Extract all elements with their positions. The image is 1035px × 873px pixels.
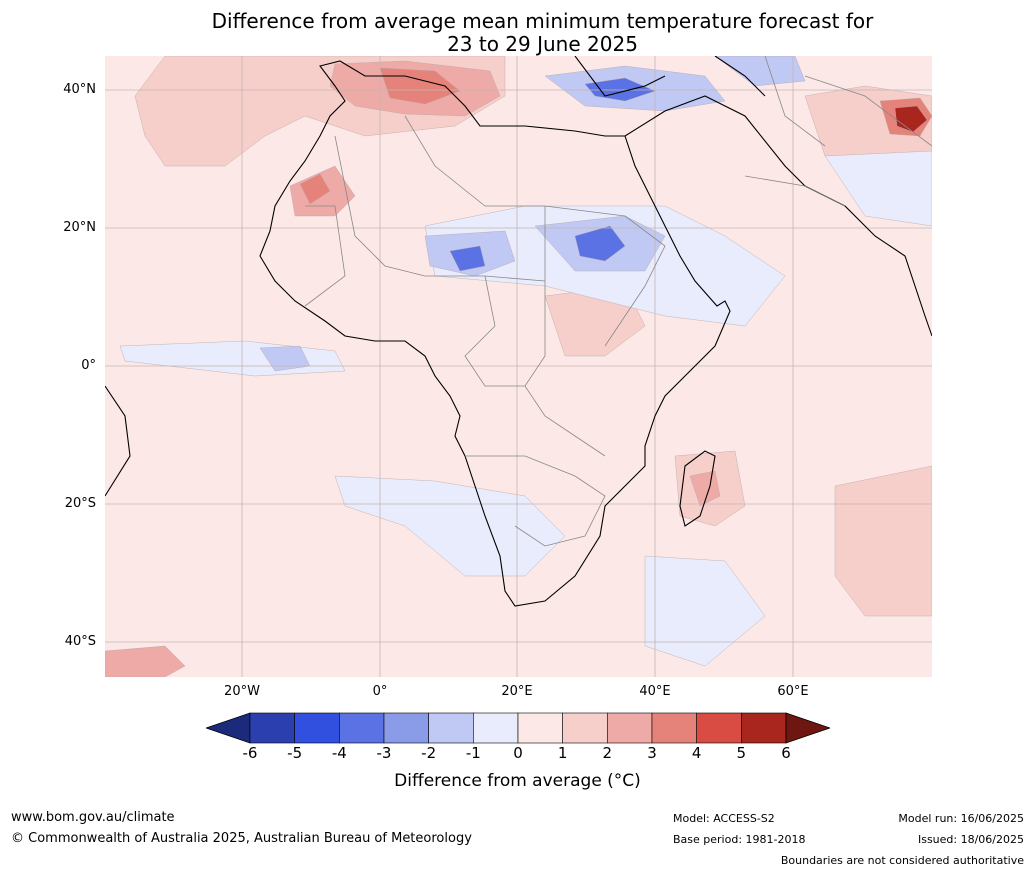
- colorbar-segment: [294, 712, 340, 744]
- colorbar-segment: [562, 712, 608, 744]
- lon-label-20w: 20°W: [224, 684, 260, 699]
- graticule: [105, 56, 932, 677]
- footer-issued: Issued: 18/06/2025: [917, 833, 1024, 846]
- colorbar-tick-label: 5: [736, 744, 747, 762]
- colorbar-tick-label: -3: [376, 744, 392, 762]
- lat-label-40s: 40°S: [64, 634, 96, 649]
- forecast-map: [105, 56, 932, 677]
- colorbar-extend-high: [785, 712, 830, 744]
- footer-model-run: Model run: 16/06/2025: [898, 812, 1024, 825]
- colorbar-tick-label: 2: [602, 744, 613, 762]
- lon-label-40e: 40°E: [639, 684, 671, 699]
- footer-model: Model: ACCESS-S2: [673, 812, 775, 825]
- colorbar-segment: [339, 712, 385, 744]
- lat-label-20s: 20°S: [64, 496, 96, 511]
- anomaly-shading: [105, 56, 932, 677]
- colorbar-segment: [517, 712, 563, 744]
- colorbar-segment: [428, 712, 474, 744]
- colorbar-extend-low: [206, 712, 251, 744]
- colorbar-segment: [651, 712, 697, 744]
- footer-website: www.bom.gov.au/climate: [11, 810, 175, 825]
- colorbar-tick-label: 0: [513, 744, 523, 762]
- colorbar-segment: [249, 712, 295, 744]
- colorbar-segment: [741, 712, 787, 744]
- country-borders: [304, 56, 932, 547]
- map-title-line2: 23 to 29 June 2025: [447, 32, 638, 56]
- footer-copyright: © Commonwealth of Australia 2025, Austra…: [11, 831, 472, 846]
- colorbar-tick-label: 6: [781, 744, 791, 762]
- colorbar-tick-label: 3: [647, 744, 657, 762]
- colorbar-segment: [696, 712, 742, 744]
- colorbar-tick-label: -1: [465, 744, 481, 762]
- colorbar-tick-label: -6: [242, 744, 258, 762]
- colorbar-tick-label: 1: [557, 744, 568, 762]
- map-title-line1: Difference from average mean minimum tem…: [211, 9, 874, 33]
- colorbar-segment: [383, 712, 429, 744]
- footer-base-period: Base period: 1981-2018: [673, 833, 806, 846]
- lat-label-equator: 0°: [81, 358, 96, 373]
- colorbar: [206, 712, 830, 744]
- lat-label-20n: 20°N: [63, 220, 96, 235]
- footer-disclaimer: Boundaries are not considered authoritat…: [780, 854, 1024, 867]
- colorbar-tick-label: -2: [421, 744, 437, 762]
- lon-label-60e: 60°E: [777, 684, 809, 699]
- lat-label-40n: 40°N: [63, 82, 96, 97]
- lon-label-0: 0°: [372, 684, 388, 699]
- colorbar-segment: [473, 712, 519, 744]
- colorbar-label: Difference from average (°C): [394, 771, 641, 791]
- colorbar-tick-label: -5: [287, 744, 303, 762]
- colorbar-segment: [607, 712, 653, 744]
- lon-label-20e: 20°E: [501, 684, 533, 699]
- colorbar-tick-label: -4: [331, 744, 347, 762]
- colorbar-tick-label: 4: [691, 744, 702, 762]
